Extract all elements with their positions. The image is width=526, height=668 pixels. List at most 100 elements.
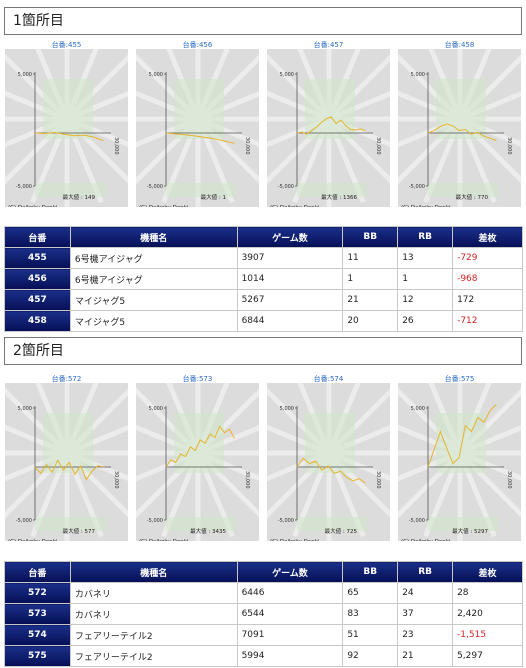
graph-card: 台番:573 5,000 -5,000 30,000 最大値 : 3435 (C) Dai…: [136, 374, 259, 544]
rb-cell: 21: [397, 645, 454, 667]
max-value-label: 最大値 : 1366: [321, 193, 357, 201]
graph-machine-label: 台番:457: [313, 41, 344, 49]
table-row: 573 カバネリ 6544 83 37 2,420: [4, 603, 523, 625]
graph-card: 台番:575 5,000 -5,000 30,000 最大値 : 5297 (C) Dai…: [398, 374, 521, 544]
model-cell: フェアリーテイル2: [69, 645, 238, 667]
y-tick-label-top: 5,000: [280, 72, 294, 78]
table-row: 457 マイジャグ5 5267 21 12 172: [4, 289, 523, 311]
copyright-text: (C) Daikoku Denki.: [8, 205, 59, 207]
x-tick-label-end: 30,000: [375, 471, 381, 489]
graph-box: 5,000 -5,000 30,000 最大値 : 725 (C) Daikoku De…: [267, 383, 390, 541]
header-machine-number: 台番: [4, 561, 71, 583]
machine-number-cell: 572: [4, 582, 71, 604]
graph-machine-label: 台番:573: [182, 375, 213, 383]
data-table-2: 台番 機種名 ゲーム数 BB RB 差枚 572 カバネリ 6446 65 24 28 573 カバネリ 6…: [4, 561, 523, 667]
slump-line: [165, 132, 235, 144]
copyright-text: (C) Daikoku Denki.: [139, 205, 190, 207]
rb-cell: 23: [397, 624, 454, 646]
y-tick-label-bottom: -5,000: [16, 184, 32, 190]
rb-cell: 13: [397, 247, 454, 269]
model-cell: フェアリーテイル2: [69, 624, 238, 646]
graph-background: [136, 49, 259, 207]
graph-box: 5,000 -5,000 30,000 最大値 : 3435 (C) Daikoku D…: [136, 383, 259, 541]
slump-graph: 5,000 -5,000 30,000 最大値 : 725 (C) Daikoku De…: [267, 383, 390, 541]
graph-background: [267, 383, 390, 541]
header-model: 機種名: [69, 561, 238, 583]
slump-line: [427, 404, 497, 468]
games-cell: 6844: [236, 310, 344, 332]
graph-machine-label: 台番:458: [444, 41, 475, 49]
machine-number-cell: 573: [4, 603, 71, 625]
section-title-2: 2箇所目: [4, 337, 522, 365]
max-value-label: 最大値 : 1: [201, 193, 226, 201]
games-cell: 5267: [236, 289, 344, 311]
slump-graph: 5,000 -5,000 30,000 最大値 : 3435 (C) Daikoku D…: [136, 383, 259, 541]
games-cell: 7091: [236, 624, 344, 646]
graph-machine-label: 台番:574: [313, 375, 344, 383]
max-value-label: 最大値 : 770: [456, 193, 489, 201]
model-cell: マイジャグ5: [69, 310, 238, 332]
y-tick-label-bottom: -5,000: [147, 518, 163, 524]
machine-number-cell: 574: [4, 624, 71, 646]
model-cell: 6号機アイジャグ: [69, 268, 238, 290]
x-tick-label-end: 30,000: [244, 137, 250, 155]
model-cell: カバネリ: [69, 603, 238, 625]
graph-row-2: 台番:572 5,000 -5,000 30,000 最大値 : 577 (C) Daik…: [5, 374, 521, 544]
y-tick-label-top: 5,000: [149, 72, 163, 78]
graph-card: 台番:457 5,000 -5,000 30,000 最大値 : 1366 (C) Dai…: [267, 40, 390, 210]
y-tick-label-bottom: -5,000: [409, 518, 425, 524]
slump-graph: 5,000 -5,000 30,000 最大値 : 149 (C) Daikoku De…: [5, 49, 128, 207]
slump-line: [427, 123, 497, 141]
y-tick-label-top: 5,000: [149, 406, 163, 412]
games-cell: 5994: [236, 645, 344, 667]
graph-background: [398, 49, 521, 207]
x-tick-label-end: 30,000: [113, 471, 119, 489]
copyright-text: (C) Daikoku Denki.: [8, 539, 59, 541]
copyright-text: (C) Daikoku Denki.: [270, 539, 321, 541]
graph-box: 5,000 -5,000 30,000 最大値 : 1 (C) Daikoku Denk…: [136, 49, 259, 207]
machine-number-cell: 455: [4, 247, 71, 269]
table-header-row: 台番 機種名 ゲーム数 BB RB 差枚: [4, 226, 523, 248]
diff-cell: 5,297: [452, 645, 523, 667]
y-tick-label-top: 5,000: [411, 406, 425, 412]
copyright-text: (C) Daikoku Denki.: [401, 205, 452, 207]
rb-cell: 26: [397, 310, 454, 332]
graph-card: 台番:574 5,000 -5,000 30,000 最大値 : 725 (C) Daik…: [267, 374, 390, 544]
max-value-label: 最大値 : 5297: [452, 527, 488, 535]
graph-background: [267, 49, 390, 207]
machine-number-cell: 458: [4, 310, 71, 332]
header-diff: 差枚: [452, 561, 523, 583]
machine-number-cell: 457: [4, 289, 71, 311]
y-tick-label-top: 5,000: [411, 72, 425, 78]
table-row: 455 6号機アイジャグ 3907 11 13 -729: [4, 247, 523, 269]
x-tick-label-end: 30,000: [375, 137, 381, 155]
max-value-label: 最大値 : 3435: [190, 527, 226, 535]
diff-cell: 28: [452, 582, 523, 604]
y-tick-label-bottom: -5,000: [409, 184, 425, 190]
header-bb: BB: [342, 226, 399, 248]
table-row: 572 カバネリ 6446 65 24 28: [4, 582, 523, 604]
copyright-text: (C) Daikoku Denki.: [401, 539, 452, 541]
header-games: ゲーム数: [236, 226, 344, 248]
copyright-text: (C) Daikoku Denki.: [139, 539, 190, 541]
games-cell: 6544: [236, 603, 344, 625]
table-header-row: 台番 機種名 ゲーム数 BB RB 差枚: [4, 561, 523, 583]
header-games: ゲーム数: [236, 561, 344, 583]
graph-box: 5,000 -5,000 30,000 最大値 : 1366 (C) Daikoku D…: [267, 49, 390, 207]
graph-card: 台番:572 5,000 -5,000 30,000 最大値 : 577 (C) Daik…: [5, 374, 128, 544]
rb-cell: 24: [397, 582, 454, 604]
model-cell: カバネリ: [69, 582, 238, 604]
graph-box: 5,000 -5,000 30,000 最大値 : 577 (C) Daikoku De…: [5, 383, 128, 541]
graph-box: 5,000 -5,000 30,000 最大値 : 770 (C) Daikoku De…: [398, 49, 521, 207]
header-rb: RB: [397, 226, 454, 248]
diff-cell: -1,515: [452, 624, 523, 646]
x-tick-label-end: 30,000: [113, 137, 119, 155]
model-cell: 6号機アイジャグ: [69, 247, 238, 269]
header-rb: RB: [397, 561, 454, 583]
machine-number-cell: 575: [4, 645, 71, 667]
y-tick-label-top: 5,000: [18, 406, 32, 412]
bb-cell: 92: [342, 645, 399, 667]
diff-cell: -729: [452, 247, 523, 269]
table-row: 458 マイジャグ5 6844 20 26 -712: [4, 310, 523, 332]
graph-card: 台番:456 5,000 -5,000 30,000 最大値 : 1 (C) Daikok…: [136, 40, 259, 210]
